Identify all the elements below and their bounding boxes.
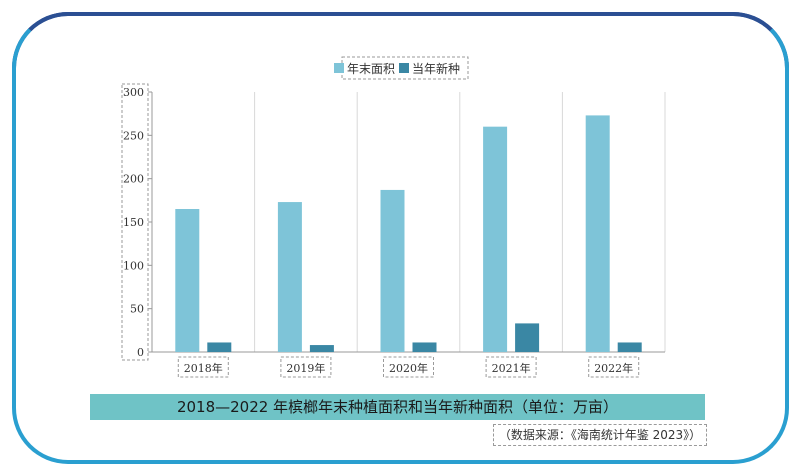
y-tick-label: 100: [123, 259, 144, 272]
bars: [175, 115, 642, 353]
y-tick-label: 300: [123, 86, 144, 99]
y-tick-label: 200: [123, 173, 144, 186]
x-tick-label: 2020年: [389, 361, 428, 375]
legend-swatch: [399, 63, 409, 73]
y-tick-label: 0: [137, 346, 144, 359]
bar-new-planting-2: [309, 345, 334, 352]
x-axis: 2018年 2019年 2020年 2021年 2022年: [152, 351, 665, 378]
legend-label: 当年新种: [412, 61, 460, 76]
x-tick-label: 2021年: [492, 361, 531, 375]
bar-new-planting-5: [617, 342, 642, 352]
x-tick-label: 2019年: [286, 361, 325, 375]
x-tick-label-box: [280, 356, 332, 378]
x-tick-label: 2022年: [594, 361, 633, 375]
x-tick-label-box: [177, 356, 229, 378]
x-tick-label-box: [588, 356, 640, 378]
bar-year-end-area-2: [277, 202, 302, 352]
legend-swatch: [334, 63, 344, 73]
y-tick-label: 50: [130, 303, 144, 316]
y-tick-label: 250: [123, 129, 144, 142]
bar-new-planting-1: [207, 342, 232, 352]
x-tick-label-box: [383, 356, 434, 378]
legend: 年末面积 当年新种: [334, 56, 469, 80]
grid: [254, 92, 666, 352]
chart-caption: 2018—2022 年槟榔年末种植面积和当年新种面积（单位：万亩）: [90, 394, 705, 420]
bar-new-planting-3: [412, 342, 437, 352]
bar-year-end-area-3: [380, 189, 405, 352]
x-tick-label: 2018年: [184, 361, 223, 375]
legend-label: 年末面积: [347, 62, 395, 76]
y-axis: 0 50 100 150 200 250 300: [121, 83, 153, 361]
bar-year-end-area-1: [175, 209, 200, 352]
frame-border: [12, 12, 789, 464]
y-tick-label: 150: [123, 216, 144, 229]
bar-year-end-area-5: [585, 115, 610, 353]
x-tick-label-box: [485, 356, 537, 378]
data-source: （数据来源：《海南统计年鉴 2023》）: [493, 424, 707, 446]
bar-new-planting-4: [515, 323, 540, 352]
y-axis-label-box: [121, 83, 149, 361]
bar-year-end-area-4: [483, 126, 508, 353]
